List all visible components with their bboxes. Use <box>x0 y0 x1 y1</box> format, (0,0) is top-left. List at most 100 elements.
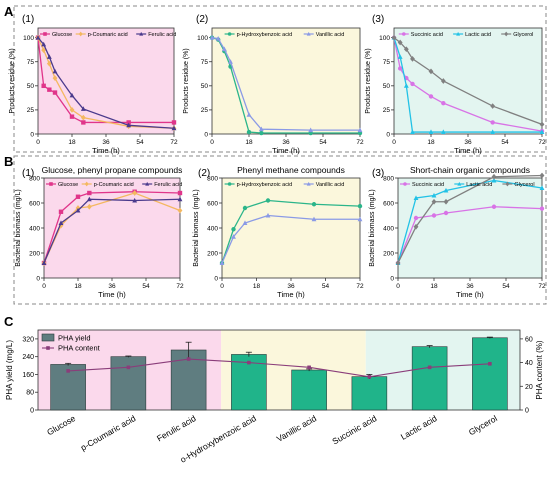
content-point <box>247 360 251 365</box>
y2-tick-label: 60 <box>525 336 533 343</box>
data-point <box>75 194 81 199</box>
data-point <box>246 112 252 117</box>
panel-a1: (1) 0 18 36 54 72 0 25 50 75 100 Time (h) Products r… <box>9 14 178 155</box>
data-point <box>428 94 434 99</box>
data-point <box>126 120 131 125</box>
bar <box>472 337 508 411</box>
legend-label: p-Coumaric acid <box>88 32 128 38</box>
content-point <box>427 365 432 370</box>
x-axis-label: Time (h) <box>272 146 300 155</box>
y-tick-label: 25 <box>27 107 35 114</box>
legend-label: Ferulic acid <box>154 182 182 188</box>
x-tick-label: 0 <box>210 139 214 146</box>
y-tick-label: 600 <box>383 200 394 207</box>
data-point <box>357 203 363 209</box>
y-axis-label: PHA yield (mg/L) <box>5 340 14 400</box>
y-tick-label: 600 <box>29 200 40 207</box>
legend-label: Lactic acid <box>465 32 491 38</box>
legend-label: Lactic acid <box>466 182 492 188</box>
data-point <box>80 106 86 111</box>
data-point <box>431 213 437 218</box>
data-point <box>259 130 264 136</box>
series-line <box>37 37 175 129</box>
data-point <box>539 121 545 128</box>
legend-marker <box>457 181 462 186</box>
legend-marker <box>78 31 83 37</box>
series-line <box>397 206 543 264</box>
x-tick-label: 72 <box>356 139 364 146</box>
section-label-b: B <box>4 154 13 169</box>
series-line <box>397 174 543 264</box>
x-tick-label: 18 <box>253 283 261 290</box>
section-a-frame <box>13 5 547 153</box>
plot-area <box>37 329 521 411</box>
y-tick-label: 800 <box>207 175 218 182</box>
panel-label: (3) <box>372 168 384 179</box>
data-point <box>177 190 183 196</box>
legend-marker <box>504 31 509 37</box>
panel-label: (2) <box>196 14 208 25</box>
data-point <box>357 216 363 222</box>
data-point <box>440 129 446 135</box>
data-point <box>397 39 403 46</box>
data-point <box>539 185 545 190</box>
data-point <box>403 83 409 88</box>
series-line <box>221 214 360 264</box>
data-point <box>265 198 271 203</box>
data-point <box>81 120 86 125</box>
category-label: Glucose <box>45 413 77 437</box>
data-point <box>126 122 132 128</box>
panel-label: (2) <box>198 168 210 179</box>
data-point <box>490 103 496 109</box>
legend-label: PHA content <box>58 344 101 353</box>
data-point <box>491 177 497 183</box>
x-axis-label: Time (h) <box>92 146 120 155</box>
x-axis-label: Time (h) <box>277 290 305 299</box>
y-tick-label: 50 <box>27 83 35 90</box>
data-point <box>410 81 415 87</box>
y-tick-label: 25 <box>383 107 391 114</box>
y2-axis-label: PHA content (%) <box>535 340 544 399</box>
panel-b1: (1) Glucose, phenyl propane compounds 0 18 3… <box>15 165 184 299</box>
x-tick-label: 18 <box>245 139 253 146</box>
y-tick-label: 100 <box>23 35 34 42</box>
x-tick-label: 18 <box>430 283 438 290</box>
x-tick-label: 36 <box>287 283 295 290</box>
y-tick-label: 25 <box>201 107 209 114</box>
x-tick-label: 54 <box>502 283 510 290</box>
content-point <box>66 369 70 373</box>
data-point <box>231 234 236 239</box>
y-tick-label: 75 <box>27 59 35 66</box>
x-tick-label: 0 <box>36 139 40 146</box>
y-tick-label: 160 <box>22 372 34 379</box>
y-tick-label: 200 <box>207 250 218 257</box>
data-point <box>52 75 58 81</box>
data-point <box>413 215 419 221</box>
data-point <box>86 196 92 202</box>
y-tick-label: 0 <box>36 275 40 282</box>
x-tick-label: 18 <box>68 139 76 146</box>
section-b-frame <box>13 155 547 305</box>
y-tick-label: 80 <box>26 390 34 397</box>
panel-c: 0 80 160 240 320 0 20 40 60 PHA yield (mg/L) PHA c… <box>5 329 544 465</box>
y-tick-label: 400 <box>29 225 40 232</box>
data-point <box>258 126 264 132</box>
x-tick-label: 0 <box>396 283 400 290</box>
legend-swatch <box>41 333 55 342</box>
panel-title: Glucose, phenyl propane compounds <box>42 165 183 175</box>
category-label: Vanillic acid <box>275 413 319 444</box>
y-tick-label: 50 <box>201 83 209 90</box>
data-point <box>443 187 449 193</box>
plot-area <box>397 177 543 279</box>
y-axis-label: Bacterial biomass (mg/L) <box>15 189 22 266</box>
legend-marker <box>227 32 232 36</box>
y-tick-label: 240 <box>22 354 34 361</box>
y-tick-label: 200 <box>383 250 394 257</box>
legend-marker <box>49 182 53 186</box>
x-tick-label: 54 <box>322 283 330 290</box>
data-point <box>228 59 233 64</box>
data-point <box>311 216 317 222</box>
data-point <box>397 66 403 71</box>
data-point <box>539 129 545 135</box>
